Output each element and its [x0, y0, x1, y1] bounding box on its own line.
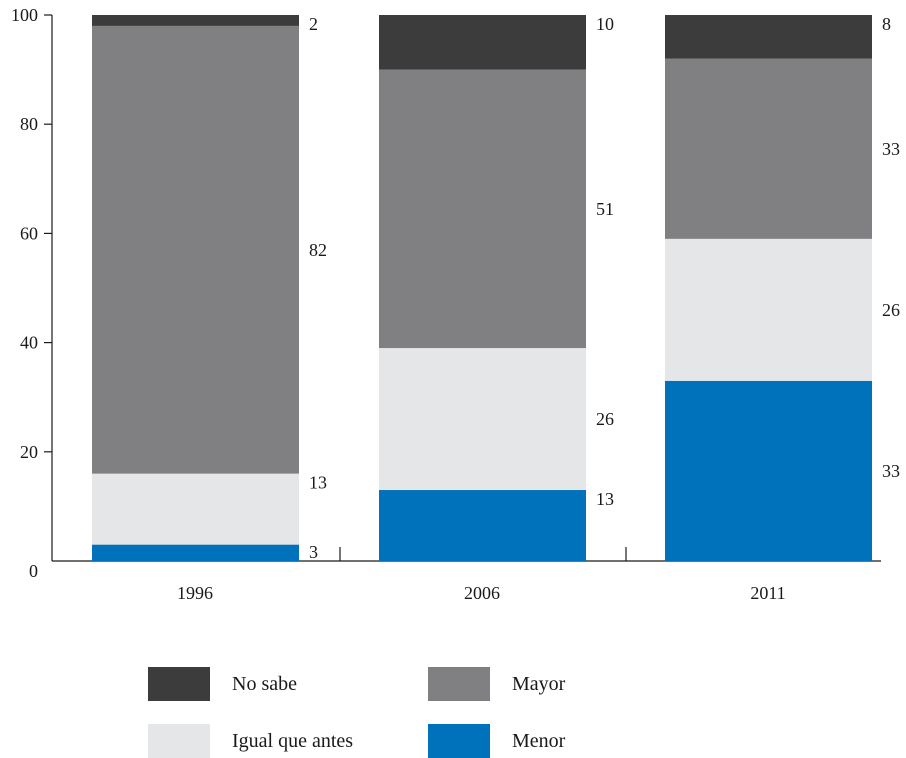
- legend-item-no-sabe: No sabe: [148, 667, 297, 701]
- legend-label-mayor: Mayor: [512, 672, 566, 695]
- bar-segment: [665, 15, 872, 59]
- bar-value-label: 2: [309, 14, 318, 34]
- x-category-label: 2011: [750, 583, 785, 603]
- bar-value-label: 26: [596, 409, 614, 429]
- bar-segment: [665, 58, 872, 239]
- bar-segment: [665, 238, 872, 381]
- y-tick-label: 100: [11, 5, 38, 25]
- bar-segment: [92, 544, 299, 561]
- legend-item-mayor: Mayor: [428, 667, 565, 701]
- bar-value-label: 26: [882, 300, 900, 320]
- legend-swatch-no-sabe: [148, 667, 210, 701]
- y-tick-label: 60: [20, 223, 38, 243]
- bar-segment: [379, 69, 586, 349]
- bar-segment: [92, 25, 299, 474]
- legend-label-igual-que-antes: Igual que antes: [232, 729, 354, 752]
- bar-segment: [379, 348, 586, 491]
- y-tick-label: 40: [20, 333, 38, 353]
- legend-swatch-igual-que-antes: [148, 724, 210, 758]
- legend-swatch-menor: [428, 724, 490, 758]
- legend-label-no-sabe: No sabe: [232, 672, 297, 695]
- bar-value-label: 13: [596, 489, 614, 509]
- bar-segment: [92, 473, 299, 545]
- bars-layer: [92, 15, 872, 561]
- bar-value-label: 8: [882, 14, 891, 34]
- stacked-bar-chart: 0 20 40 60 80 100 1996 2006 2011 3 13 82 2 13 26 51 10 3…: [11, 5, 900, 603]
- bar-value-label: 33: [882, 461, 900, 481]
- bar-value-label: 51: [596, 199, 614, 219]
- bar-value-label: 82: [309, 240, 327, 260]
- bar-segment: [379, 15, 586, 70]
- bar-value-label: 33: [882, 139, 900, 159]
- bar-value-label: 3: [309, 542, 318, 562]
- bar-value-label: 10: [596, 14, 614, 34]
- legend-label-menor: Menor: [512, 729, 566, 752]
- bar-segment: [92, 15, 299, 26]
- y-tick-label: 0: [29, 561, 38, 581]
- legend-item-igual-que-antes: Igual que antes: [148, 724, 353, 758]
- bar-segment: [665, 380, 872, 561]
- bar-segment: [379, 490, 586, 561]
- bar-value-label: 13: [309, 473, 327, 493]
- x-category-label: 2006: [464, 583, 500, 603]
- labels-layer: 1996 2006 2011 3 13 82 2 13 26 51 10 33 26 33 8: [177, 14, 900, 603]
- y-tick-label: 80: [20, 114, 38, 134]
- legend-item-menor: Menor: [428, 724, 565, 758]
- x-category-label: 1996: [177, 583, 213, 603]
- legend-swatch-mayor: [428, 667, 490, 701]
- y-tick-label: 20: [20, 442, 38, 462]
